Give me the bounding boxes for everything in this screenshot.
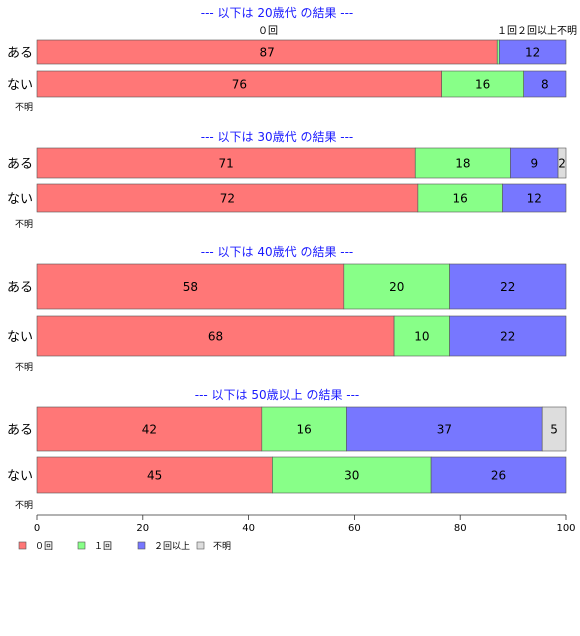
bar-segment <box>502 183 567 213</box>
data-label: 10 <box>414 330 429 344</box>
group-2: --- 以下は 30歳代 の結果 --- ある 71 18 9 2 ない 72 16 12 不明 <box>7 130 567 230</box>
data-label: 16 <box>453 192 468 206</box>
legend-label: 不明 <box>213 541 231 552</box>
bar-segment <box>499 39 567 65</box>
bar-segment <box>557 147 567 179</box>
legend-swatch <box>77 541 86 550</box>
legend: ０回 １回 ２回以上 不明 <box>18 541 231 552</box>
row-label: ある <box>7 157 33 172</box>
x-tick-label: 60 <box>348 523 361 534</box>
legend-swatch <box>196 541 205 550</box>
data-label: 22 <box>500 330 515 344</box>
x-tick-label: 40 <box>242 523 255 534</box>
group-title: --- 以下は 50歳以上 の結果 --- <box>195 388 360 402</box>
bar-segment <box>417 183 503 213</box>
row-label: ない <box>7 330 33 345</box>
data-label: 87 <box>259 46 274 60</box>
legend-label: ０回 <box>35 541 53 552</box>
row-label: ある <box>7 281 33 296</box>
group-title: --- 以下は 40歳代 の結果 --- <box>201 245 354 259</box>
data-label: 12 <box>527 192 542 206</box>
bar-segment <box>36 315 395 357</box>
data-label: 76 <box>232 78 247 92</box>
row-label: 不明 <box>15 362 33 373</box>
data-label: 16 <box>475 78 490 92</box>
x-tick-label: 20 <box>136 523 149 534</box>
x-axis: 0 20 40 60 80 100 <box>34 514 576 534</box>
data-label: 26 <box>491 469 506 483</box>
bar-segment <box>541 406 567 452</box>
data-label: 72 <box>220 192 235 206</box>
data-label: 45 <box>147 469 162 483</box>
bar-segment <box>36 147 416 179</box>
data-label: 22 <box>500 280 515 294</box>
row-label: 不明 <box>15 500 33 511</box>
bar-segment <box>36 39 498 65</box>
group-3: --- 以下は 40歳代 の結果 --- ある 58 20 22 ない 68 10 22 不明 <box>7 245 567 373</box>
data-label: 16 <box>297 423 312 437</box>
group-1: --- 以下は 20歳代 の結果 --- ある 87 12 ない 76 16 8 不明 ０回 １回２… <box>7 6 577 113</box>
chart-groups: --- 以下は 20歳代 の結果 --- ある 87 12 ない 76 16 8 不明 ０回 １回２… <box>7 6 577 511</box>
x-tick-label: 0 <box>34 523 40 534</box>
row-label: ない <box>7 78 33 93</box>
annotation-label: ０回 <box>258 25 278 37</box>
bar-segment <box>449 263 567 310</box>
bar-segment <box>36 263 345 310</box>
data-label: 58 <box>183 280 198 294</box>
bar-segment <box>36 70 442 98</box>
bar-segment <box>36 406 263 452</box>
row-label: ない <box>7 192 33 207</box>
data-label: 2 <box>558 157 566 171</box>
data-label: 30 <box>344 469 359 483</box>
bar-segment <box>414 147 511 179</box>
bar-segment <box>496 39 500 65</box>
row-label: 不明 <box>15 219 33 230</box>
data-label: 8 <box>541 78 549 92</box>
legend-label: ２回以上 <box>154 541 190 552</box>
bar-segment <box>36 183 419 213</box>
row-label: ある <box>7 46 33 61</box>
x-tick-label: 100 <box>556 523 575 534</box>
data-label: 9 <box>530 157 538 171</box>
group-title: --- 以下は 20歳代 の結果 --- <box>201 6 354 20</box>
bar-segment <box>272 456 432 494</box>
legend-label: １回 <box>94 541 112 552</box>
group-title: --- 以下は 30歳代 の結果 --- <box>201 130 354 144</box>
annotation-label: １回２回以上不明 <box>497 25 577 37</box>
row-label: ある <box>7 423 33 438</box>
bar-segment <box>449 315 567 357</box>
bar-segment <box>261 406 347 452</box>
data-label: 42 <box>142 423 157 437</box>
bar-segment <box>441 70 524 98</box>
data-label: 71 <box>218 157 233 171</box>
x-tick-label: 80 <box>454 523 467 534</box>
legend-swatch <box>137 541 146 550</box>
data-label: 18 <box>455 157 470 171</box>
group-4: --- 以下は 50歳以上 の結果 --- ある 42 16 37 5 ない 45 30 26 不明 <box>7 388 567 511</box>
row-label: ない <box>7 469 33 484</box>
bar-segment <box>430 456 567 494</box>
data-label: 12 <box>525 46 540 60</box>
bar-segment <box>523 70 567 98</box>
row-label: 不明 <box>15 102 33 113</box>
data-label: 68 <box>208 330 223 344</box>
legend-swatch <box>18 541 27 550</box>
data-label: 37 <box>437 423 452 437</box>
bar-segment <box>343 263 450 310</box>
bar-segment <box>510 147 559 179</box>
data-label: 20 <box>389 280 404 294</box>
data-label: 5 <box>550 423 558 437</box>
